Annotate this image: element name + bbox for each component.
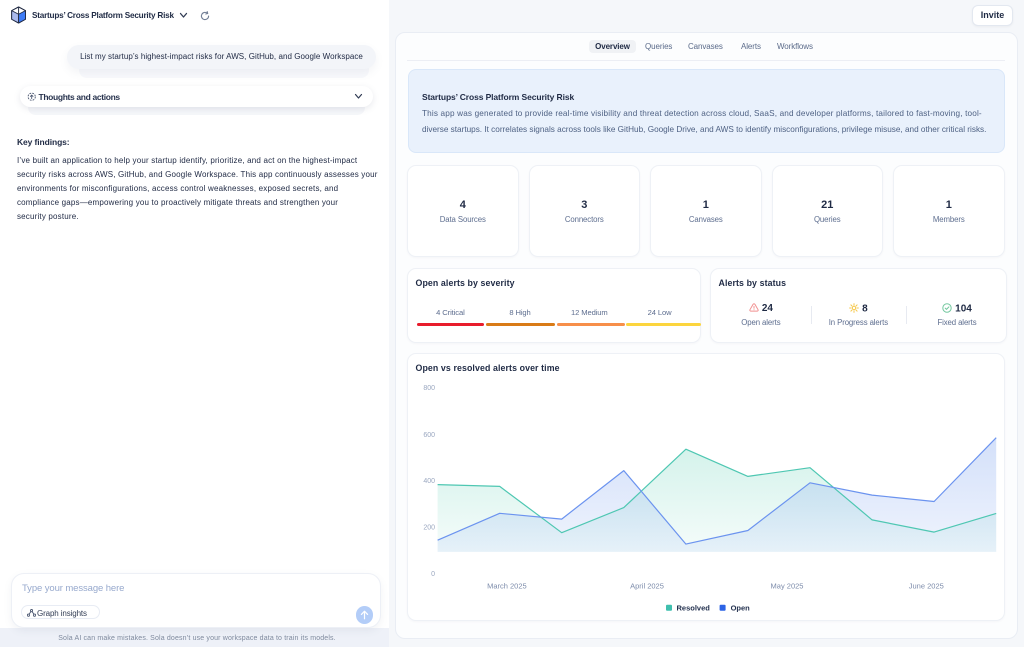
svg-text:600: 600 bbox=[423, 431, 435, 438]
svg-text:May 2025: May 2025 bbox=[771, 581, 804, 590]
svg-text:0: 0 bbox=[431, 570, 435, 577]
svg-text:March 2025: March 2025 bbox=[487, 581, 527, 590]
svg-text:Open: Open bbox=[731, 603, 751, 612]
svg-text:800: 800 bbox=[423, 385, 435, 392]
svg-text:400: 400 bbox=[423, 477, 435, 484]
svg-text:April 2025: April 2025 bbox=[630, 581, 664, 590]
svg-text:200: 200 bbox=[423, 524, 435, 531]
svg-text:June 2025: June 2025 bbox=[909, 581, 944, 590]
svg-text:Resolved: Resolved bbox=[677, 603, 711, 612]
